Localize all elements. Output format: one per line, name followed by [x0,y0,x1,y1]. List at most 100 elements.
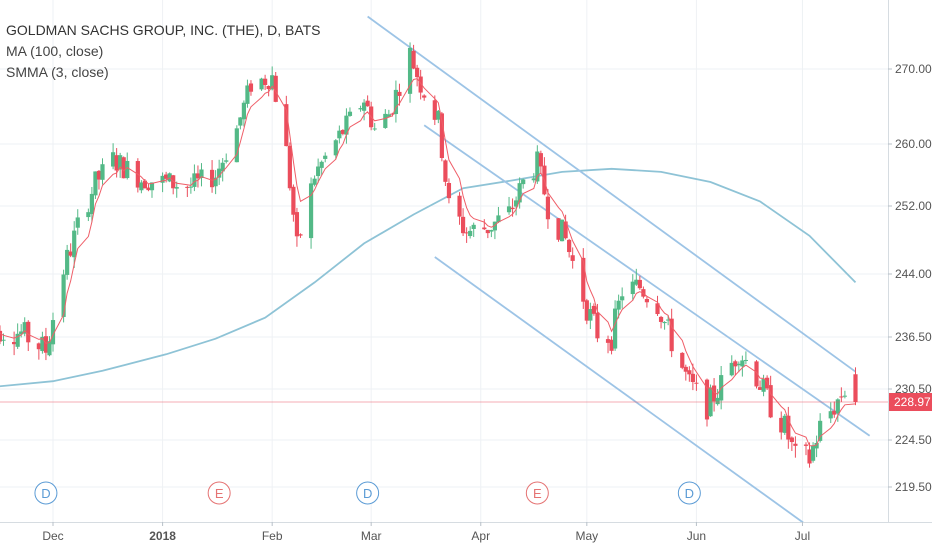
candle-body [443,160,448,182]
candle-body [415,67,420,78]
candle-body [690,373,695,383]
ma-100-line [0,167,857,388]
candle-body [694,382,699,384]
candle-body [220,162,225,172]
candle-body [768,385,773,418]
candle-body [386,114,391,117]
candle-body [687,370,692,375]
candle-body [535,151,540,182]
candle-body [26,321,31,343]
candle-body [284,104,289,147]
candle-body [372,128,377,130]
price-tick-label: 224.50 [895,433,932,447]
candle-body [65,249,70,275]
candle-body [779,417,784,433]
last-price-label: 228.97 [894,395,931,409]
time-tick-label: Feb [262,529,283,543]
candle-body [383,113,388,128]
candle-body [75,217,80,228]
candle-body [658,316,664,322]
candle-body [506,206,512,213]
candle-body [411,50,416,69]
time-tick-label: 2018 [149,529,176,543]
candle-body [832,410,837,415]
dividend-marker [677,481,701,505]
candle-body [139,182,144,191]
event-marker-label: D [363,486,372,501]
candle-body [807,449,812,464]
candle-body [818,420,823,441]
candle-body [489,230,494,232]
time-tick-label: Jun [687,529,706,543]
earnings-marker [207,481,231,505]
price-tick-label: 230.50 [895,382,932,396]
time-tick-label: Mar [361,529,382,543]
candle-body [43,336,49,353]
candle-body [531,178,536,181]
candle-body [266,86,271,90]
candle-body [319,161,324,168]
candle-body [609,339,614,351]
price-tick-label: 260.00 [895,137,932,151]
candle-body [704,379,710,420]
candle-body [118,155,123,170]
candle-body [337,130,342,139]
price-tick-label: 219.50 [895,480,932,494]
candle-body [149,182,155,191]
candle-body [538,153,543,167]
earnings-marker [525,481,549,505]
candle-body [733,361,738,367]
channel-line-middle [423,124,871,437]
candle-body [514,200,519,207]
candle-body [287,145,292,189]
candle-body [347,111,353,116]
candle-body [340,130,345,134]
candle-body [559,219,565,242]
candle-body [361,102,367,111]
candle-body [1,339,6,341]
dividend-marker [34,481,58,505]
candle-body [482,227,487,230]
time-axis-background [0,522,932,550]
candle-body [393,89,399,115]
candle-body [464,232,469,234]
candle-body [521,179,526,185]
candle-body [581,257,586,302]
candle-body [89,193,94,215]
candle-body [669,318,674,352]
candle-body [588,309,593,321]
candle-body [630,281,635,295]
candle-body [312,178,317,185]
candle-body [729,362,734,376]
event-marker-label: E [533,486,542,501]
candle-body [736,363,741,366]
candle-body [835,399,840,414]
candle-body [605,339,611,343]
candle-body [436,110,441,120]
event-marker-label: E [215,486,224,501]
candle-body [786,415,791,440]
price-tick-label: 252.00 [895,199,932,213]
candle-body [323,155,328,159]
candle-body [308,183,314,239]
candle-body [241,102,247,120]
grid-lines [0,0,888,522]
candle-body [174,187,179,189]
candle-body [15,333,20,347]
candle-body [754,361,759,387]
candle-body [637,279,642,289]
candle-body [563,221,568,239]
candle-body [185,186,190,188]
candle-body [740,360,745,367]
candle-body [757,387,763,390]
candle-body [234,128,239,163]
candle-body [743,359,749,361]
dividend-marker [356,481,380,505]
candle-body [100,164,105,180]
candle-body [22,322,27,334]
candle-body [199,169,204,178]
candle-body [634,279,639,285]
candle-body [644,299,650,303]
